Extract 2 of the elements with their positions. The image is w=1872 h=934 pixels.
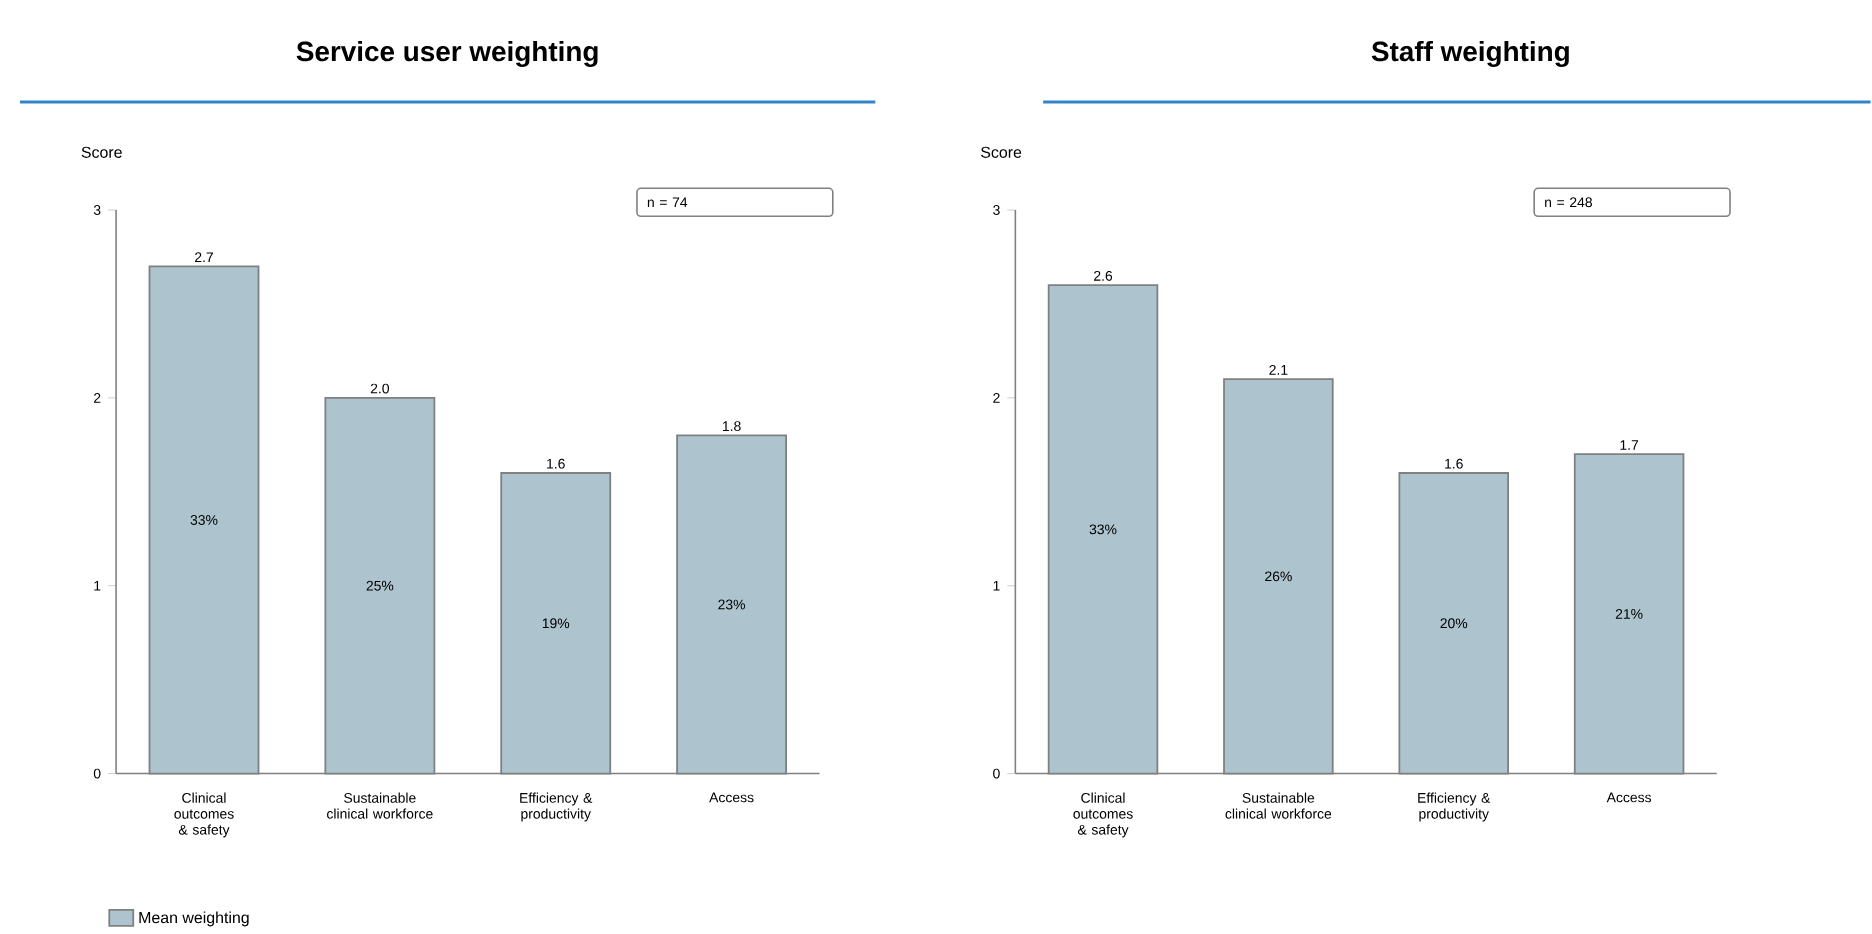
chart-title: Staff weighting bbox=[1371, 40, 1569, 67]
chart-title: Service user weighting bbox=[296, 40, 598, 67]
